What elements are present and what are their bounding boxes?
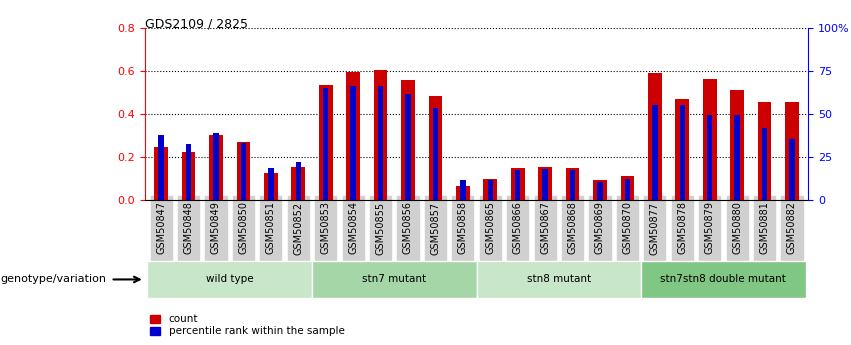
Bar — [374, 70, 387, 200]
Bar — [182, 151, 196, 200]
Bar — [456, 186, 470, 200]
Bar — [652, 105, 658, 200]
Bar — [154, 147, 168, 200]
Bar — [676, 99, 689, 200]
Bar — [186, 144, 191, 200]
Bar — [515, 170, 521, 200]
Bar — [703, 79, 717, 200]
Bar — [762, 128, 768, 200]
Bar — [570, 170, 575, 200]
FancyBboxPatch shape — [641, 261, 806, 298]
Legend: count, percentile rank within the sample: count, percentile rank within the sample — [150, 314, 345, 336]
Bar — [351, 86, 356, 200]
Text: wild type: wild type — [206, 275, 254, 284]
Bar — [264, 173, 277, 200]
Bar — [323, 88, 328, 200]
Bar — [268, 168, 273, 200]
Bar — [511, 168, 524, 200]
Bar — [734, 115, 740, 200]
Text: GDS2109 / 2825: GDS2109 / 2825 — [145, 17, 248, 30]
Bar — [625, 179, 630, 200]
FancyBboxPatch shape — [477, 261, 641, 298]
FancyBboxPatch shape — [147, 261, 312, 298]
Bar — [295, 162, 301, 200]
Bar — [566, 168, 580, 200]
Bar — [730, 90, 744, 200]
Bar — [597, 182, 603, 200]
Bar — [488, 180, 493, 200]
Bar — [209, 136, 223, 200]
Bar — [214, 133, 219, 200]
Bar — [680, 105, 685, 200]
Bar — [648, 73, 662, 200]
Bar — [158, 136, 164, 200]
Text: stn8 mutant: stn8 mutant — [527, 275, 591, 284]
Bar — [429, 96, 443, 200]
Bar — [378, 86, 383, 200]
Text: genotype/variation: genotype/variation — [0, 275, 106, 284]
Bar — [542, 169, 548, 200]
Bar — [593, 180, 607, 200]
Text: stn7stn8 double mutant: stn7stn8 double mutant — [660, 275, 786, 284]
Bar — [483, 179, 497, 200]
Bar — [346, 72, 360, 200]
Bar — [237, 142, 250, 200]
Bar — [405, 95, 411, 200]
Bar — [707, 115, 712, 200]
Bar — [401, 80, 414, 200]
Bar — [241, 143, 246, 200]
Bar — [291, 167, 306, 200]
Bar — [539, 167, 552, 200]
Bar — [785, 102, 799, 200]
Bar — [319, 85, 333, 200]
Bar — [432, 108, 438, 200]
Bar — [789, 139, 795, 200]
FancyBboxPatch shape — [312, 261, 477, 298]
Text: stn7 mutant: stn7 mutant — [363, 275, 426, 284]
Bar — [757, 102, 771, 200]
Bar — [620, 176, 634, 200]
Bar — [460, 180, 465, 200]
